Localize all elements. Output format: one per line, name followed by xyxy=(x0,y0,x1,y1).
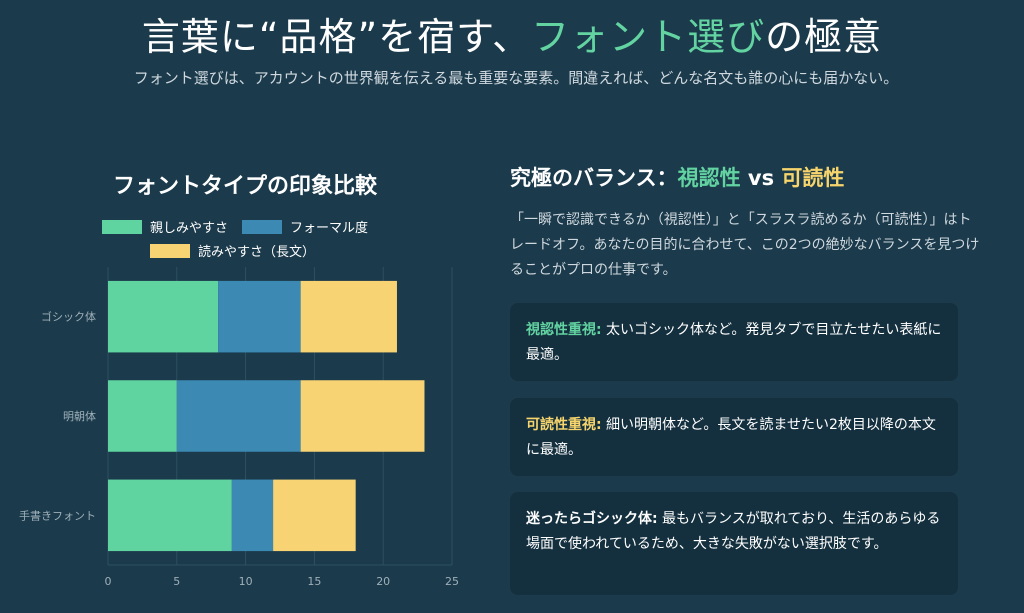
x-tick-label: 25 xyxy=(445,575,459,588)
bar-segment xyxy=(218,280,301,353)
legend-label: フォーマル度 xyxy=(290,220,368,236)
legend-swatch xyxy=(242,220,282,234)
heading-pre: 究極のバランス： xyxy=(510,166,678,190)
y-tick-label: 手書きフォント xyxy=(19,508,96,522)
heading-vs: vs xyxy=(740,166,782,190)
x-tick-label: 0 xyxy=(105,575,112,588)
bar-segment xyxy=(300,380,425,452)
legend-swatch xyxy=(102,220,142,234)
card-label: 可読性重視: xyxy=(526,417,602,433)
bar-segment xyxy=(273,479,356,552)
bar-segment xyxy=(176,380,301,452)
card-label: 視認性重視: xyxy=(526,322,602,338)
page-title: 言葉に“品格”を宿す、フォント選びの極意 xyxy=(0,6,1024,61)
legend-label: 親しみやすさ xyxy=(150,221,228,236)
legend-swatch xyxy=(150,244,190,258)
card-text: 細い明朝体など。長文を読ませたい2枚目以降の本文に最適。 xyxy=(526,417,936,458)
title-accent: フォント選び xyxy=(531,15,766,59)
balance-heading: 究極のバランス：視認性 vs 可読性 xyxy=(510,162,844,192)
y-tick-label: 明朝体 xyxy=(63,409,96,423)
bar-segment xyxy=(108,479,232,552)
title-post: の極意 xyxy=(765,15,883,59)
heading-readability: 可読性 xyxy=(781,166,845,190)
info-card-visibility: 視認性重視: 太いゴシック体など。発見タブで目立たせたい表紙に最適。 xyxy=(510,303,958,381)
balance-paragraph: 「一瞬で認識できるか（視認性）」と「スラスラ読めるか（可読性）」はトレードオフ。… xyxy=(510,212,980,278)
legend-label: 読みやすさ（長文） xyxy=(198,244,315,260)
info-card-readability: 可読性重視: 細い明朝体など。長文を読ませたい2枚目以降の本文に最適。 xyxy=(510,398,958,476)
card-label: 迷ったらゴシック体: xyxy=(526,511,658,527)
page-subtitle: フォント選びは、アカウントの世界観を伝える最も重要な要素。間違えれば、どんな名文… xyxy=(133,69,899,87)
bar-segment xyxy=(108,380,177,452)
bar-segment xyxy=(231,479,274,552)
info-card-gothic: 迷ったらゴシック体: 最もバランスが取れており、生活のあらゆる場面で使われている… xyxy=(510,492,958,595)
x-tick-label: 20 xyxy=(376,575,390,588)
x-tick-label: 5 xyxy=(173,575,180,588)
bar-segment xyxy=(300,280,397,353)
x-tick-label: 15 xyxy=(307,575,321,588)
card-text: 太いゴシック体など。発見タブで目立たせたい表紙に最適。 xyxy=(526,322,942,363)
chart-title: フォントタイプの印象比較 xyxy=(112,174,377,199)
title-pre: 言葉に“品格”を宿す、 xyxy=(141,15,532,59)
x-tick-label: 10 xyxy=(239,575,253,588)
heading-visibility: 視認性 xyxy=(677,166,741,190)
bar-segment xyxy=(108,280,219,353)
y-tick-label: ゴシック体 xyxy=(41,310,96,324)
card-text: 最もバランスが取れており、生活のあらゆる場面で使われているため、大きな失敗がない… xyxy=(526,511,941,552)
